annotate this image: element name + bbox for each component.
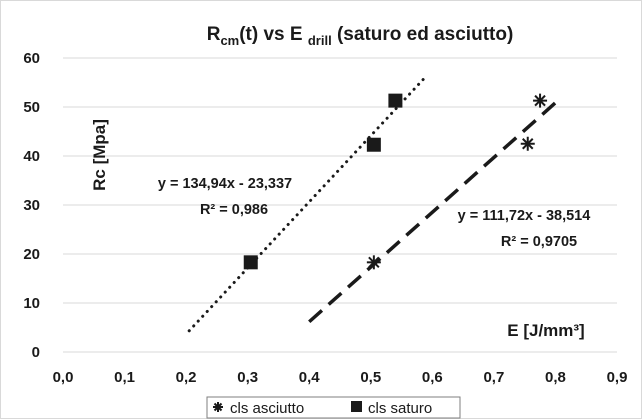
x-tick-label: 0,6 xyxy=(422,369,443,386)
x-tick-label: 0,7 xyxy=(483,369,504,386)
trendline-dotted xyxy=(187,74,428,333)
point-square xyxy=(243,255,258,270)
y-axis-label: Rc [Mpa] xyxy=(90,119,109,191)
legend-box xyxy=(206,396,461,419)
markers xyxy=(243,93,548,270)
y-tick-label: 20 xyxy=(23,246,40,263)
x-tick-label: 0,1 xyxy=(114,369,135,386)
x-tick-label: 0,9 xyxy=(607,369,628,386)
legend-label-asciutto: cls asciutto xyxy=(230,400,304,417)
chart-title: Rcm(t) vs E drill (saturo ed asciutto) xyxy=(207,24,514,48)
trendline-dashed xyxy=(308,95,563,324)
point-square xyxy=(366,137,381,152)
y-tick-label: 50 xyxy=(23,99,40,116)
tick-labels: 0 10 20 30 40 50 60 0,0 0,1 0,2 0,3 0,4 0,5 0,6 0,7 0,8… xyxy=(23,50,627,386)
y-tick-label: 60 xyxy=(23,50,40,67)
r2-asciutto: R² = 0,9705 xyxy=(501,234,577,250)
chart-title-text: Rcm(t) vs E drill (saturo ed asciutto) xyxy=(207,24,514,48)
y-tick-label: 30 xyxy=(23,197,40,214)
legend-marker-saturo xyxy=(351,401,362,412)
point-square xyxy=(388,93,403,108)
x-axis-label: E [J/mm³] xyxy=(507,321,584,340)
point-asterisk xyxy=(520,136,535,151)
x-tick-label: 0,4 xyxy=(299,369,321,386)
y-tick-label: 40 xyxy=(23,148,40,165)
legend: cls asciutto cls saturo xyxy=(206,396,461,419)
x-tick-label: 0,0 xyxy=(53,369,74,386)
equation-asciutto: y = 111,72x - 38,514 xyxy=(458,208,591,224)
equation-saturo: y = 134,94x - 23,337 xyxy=(158,176,292,192)
trendlines xyxy=(187,74,563,333)
x-tick-label: 0,5 xyxy=(360,369,381,386)
gridlines xyxy=(63,57,617,353)
legend-label-saturo: cls saturo xyxy=(368,400,432,417)
x-tick-label: 0,8 xyxy=(545,369,566,386)
legend-marker-asciutto xyxy=(213,402,223,412)
y-tick-label: 10 xyxy=(23,295,40,312)
x-tick-label: 0,3 xyxy=(237,369,258,386)
x-tick-label: 0,2 xyxy=(176,369,197,386)
point-asterisk xyxy=(366,255,381,270)
r2-saturo: R² = 0,986 xyxy=(200,202,268,218)
y-tick-label: 0 xyxy=(32,344,40,361)
point-asterisk xyxy=(533,93,548,108)
